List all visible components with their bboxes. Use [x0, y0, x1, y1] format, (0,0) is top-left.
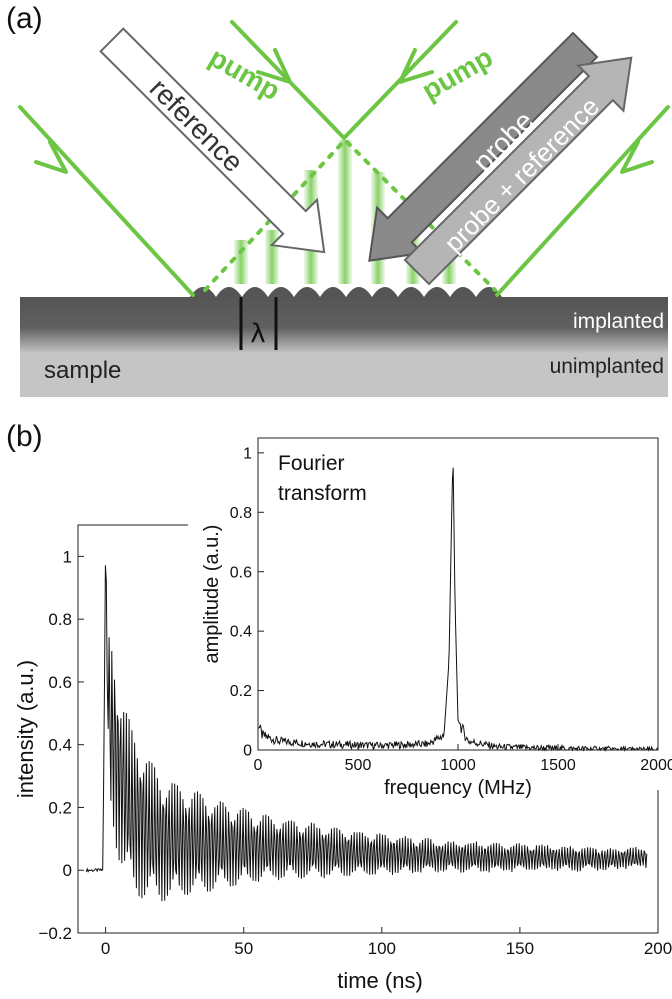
x-tick-label: 2000 [640, 757, 672, 774]
y-tick-label: −0.2 [38, 924, 72, 943]
y-tick-label: 0.4 [230, 624, 252, 641]
reference-label: reference [144, 72, 250, 178]
x-tick-label: 200 [644, 939, 672, 958]
pump-label-left: pump [204, 41, 286, 106]
fringe-bar [234, 240, 248, 284]
y-tick-label: 0.4 [48, 736, 72, 755]
y-tick-label: 0.6 [48, 673, 72, 692]
fringe-bar [338, 140, 352, 284]
y-tick-label: 1 [63, 547, 72, 566]
arrowhead-right [398, 48, 434, 84]
inset-y-ticks: 0 0.2 0.4 0.6 0.8 1 [230, 445, 264, 760]
x-tick-label: 150 [506, 939, 534, 958]
sample-label: sample [44, 357, 121, 384]
implanted-label: implanted [573, 310, 664, 333]
inset-background [188, 434, 672, 790]
panel-a-label: (a) [6, 2, 43, 35]
x-tick-label: 1000 [440, 757, 476, 774]
y-tick-label: 0 [243, 743, 252, 760]
pump-beam-far-left [18, 105, 195, 297]
inset-annotation-line2: transform [278, 482, 367, 505]
probe-reference-arrow [403, 56, 633, 286]
fringe-envelope [203, 137, 497, 292]
panel-b-label: (b) [6, 420, 43, 453]
main-series-line [85, 565, 648, 902]
x-tick-label: 1500 [540, 757, 576, 774]
main-y-ticks: −0.2 0 0.2 0.4 0.6 0.8 1 [38, 547, 84, 943]
y-tick-label: 0.2 [230, 683, 252, 700]
inset-y-axis-label: amplitude (a.u.) [201, 525, 223, 664]
pump-beam-far-right [495, 105, 670, 297]
arrowhead-far-left [34, 140, 68, 174]
probe-arrow [368, 31, 599, 262]
main-y-axis-label: intensity (a.u.) [13, 660, 38, 798]
x-tick-label: 0 [101, 939, 110, 958]
main-x-axis-label: time (ns) [337, 968, 423, 993]
x-tick-label: 100 [368, 939, 396, 958]
fringe-bar [265, 230, 279, 284]
inset-x-axis-label: frequency (MHz) [384, 777, 532, 799]
x-tick-label: 500 [345, 757, 372, 774]
y-tick-label: 1 [243, 445, 252, 462]
inset-x-ticks: 0 500 1000 1500 2000 [254, 744, 672, 774]
surface-grating [190, 287, 502, 298]
y-tick-label: 0.2 [48, 798, 72, 817]
arrowhead-far-right [620, 140, 654, 174]
main-x-ticks: 0 50 100 150 200 [101, 927, 672, 958]
x-tick-label: 0 [254, 757, 263, 774]
implanted-layer [20, 297, 668, 353]
inset-chart: 0 500 1000 1500 2000 00.20.40.60.81 Fourier … [188, 434, 672, 799]
unimplanted-label: unimplanted [550, 355, 664, 378]
y-tick-label: 0 [63, 861, 72, 880]
inset-series-line [258, 467, 659, 752]
panel-a-diagram: reference probe probe + reference pump p… [18, 20, 670, 397]
x-tick-label: 50 [234, 939, 253, 958]
wavelength-symbol: λ [250, 319, 265, 349]
y-tick-label: 0.6 [230, 564, 252, 581]
pump-beams [18, 20, 670, 297]
inset-annotation-line1: Fourier [278, 452, 345, 475]
arrowhead-left [256, 48, 292, 84]
y-tick-label: 0.8 [230, 505, 252, 522]
y-tick-label: 0.8 [48, 610, 72, 629]
